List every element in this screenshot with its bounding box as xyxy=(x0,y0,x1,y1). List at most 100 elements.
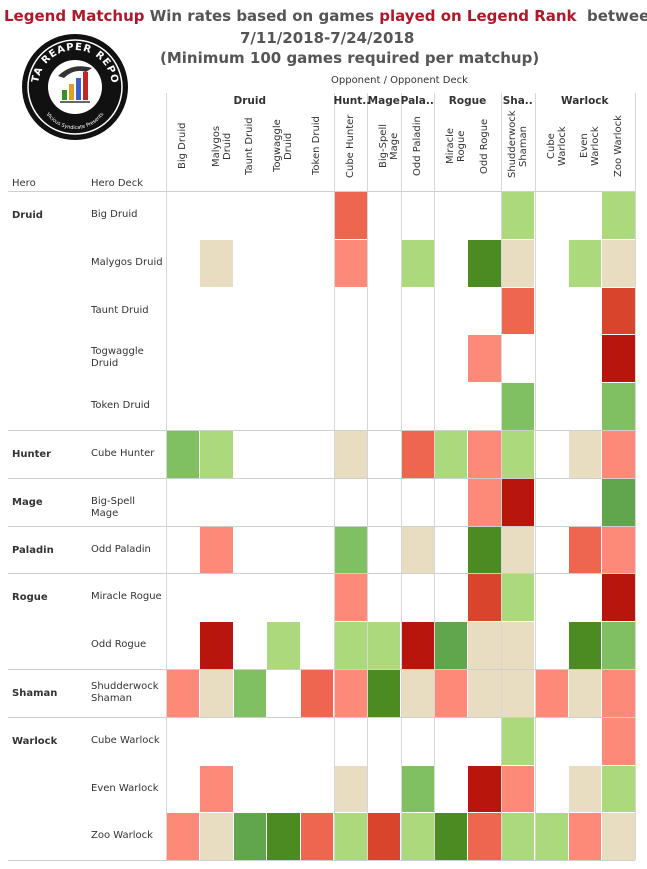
opponent-group-label: Sha.. xyxy=(502,95,533,107)
title-line-1: Legend Matchup Win rates based on games … xyxy=(4,7,647,25)
hero-axis-label: Hero xyxy=(12,178,36,189)
column-label: Big Druid xyxy=(177,122,189,170)
heatmap-cell xyxy=(501,192,534,239)
heatmap-cell xyxy=(568,670,601,717)
heatmap-cell xyxy=(568,813,601,861)
data-reaper-logo: DATA REAPER REPORT Vicious Syndicate Pre… xyxy=(15,24,130,142)
hero-group-divider xyxy=(8,860,635,862)
row-label: Malygos Druid xyxy=(91,256,163,268)
heatmap-cell xyxy=(602,670,635,717)
row-label: Zoo Warlock xyxy=(91,830,153,842)
heatmap-cell xyxy=(166,813,199,861)
column-group-divider xyxy=(166,93,167,861)
heatmap-cell xyxy=(367,622,400,669)
hero-group-divider xyxy=(8,716,635,718)
hero-group-label: Shaman xyxy=(12,688,58,699)
heatmap-cell xyxy=(501,813,534,861)
heatmap-cell xyxy=(468,765,501,813)
heatmap-cell xyxy=(501,431,534,478)
logo-emblem: DATA REAPER REPORT Vicious Syndicate Pre… xyxy=(15,24,128,140)
hero-group-divider xyxy=(8,573,635,575)
heatmap-cell xyxy=(602,765,635,813)
heatmap-cell xyxy=(568,526,601,574)
title-date-range: 7/11/2018-7/24/2018 xyxy=(240,29,415,47)
column-label: Odd Paladin xyxy=(411,116,423,176)
column-label: Token Druid xyxy=(311,116,323,176)
heatmap-cell xyxy=(468,239,501,287)
heatmap-cell xyxy=(602,574,635,622)
heatmap-cell xyxy=(602,192,635,239)
heatmap-cell xyxy=(166,431,199,478)
heatmap-cell xyxy=(501,526,534,574)
heatmap-cell xyxy=(334,622,367,669)
grid-top-rule xyxy=(8,191,635,192)
column-label: Big-Spell Mage xyxy=(378,124,401,168)
column-label: Zoo Warlock xyxy=(612,115,624,177)
column-label: Even Warlock xyxy=(579,126,602,166)
heatmap-cell xyxy=(501,574,534,622)
column-label: Odd Rogue xyxy=(478,118,490,174)
column-label: Cube Hunter xyxy=(344,114,356,178)
heatmap-cell xyxy=(334,526,367,574)
opponent-group-label: Rogue xyxy=(448,95,487,107)
heatmap-cell xyxy=(602,622,635,669)
row-label: Token Druid xyxy=(91,400,150,412)
heatmap-cell xyxy=(501,478,534,526)
heatmap-cell xyxy=(468,526,501,574)
hero-group-label: Druid xyxy=(12,210,43,221)
heatmap-cell xyxy=(367,813,400,861)
heatmap-cell xyxy=(535,813,568,861)
heatmap-cell xyxy=(200,670,233,717)
heatmap-cell xyxy=(501,383,534,430)
hero-group-divider xyxy=(8,430,635,431)
heatmap-cell xyxy=(468,622,501,669)
hero-group-divider xyxy=(8,525,635,527)
heatmap-cell xyxy=(468,574,501,622)
heatmap-cell xyxy=(401,765,434,813)
row-label: Miracle Rogue xyxy=(91,591,162,603)
heatmap-cell xyxy=(200,765,233,813)
heatmap-cell xyxy=(401,431,434,478)
heatmap-cell xyxy=(602,287,635,335)
heatmap-cell xyxy=(334,574,367,622)
column-group-divider xyxy=(501,93,502,861)
heatmap-cell xyxy=(334,670,367,717)
column-group-divider xyxy=(534,93,536,861)
column-group-divider xyxy=(434,93,435,861)
heatmap-cell xyxy=(267,813,300,861)
heatmap-cell xyxy=(401,670,434,717)
heatmap-cell xyxy=(334,765,367,813)
heatmap-cell xyxy=(468,813,501,861)
heatmap-cell xyxy=(434,622,467,669)
column-group-divider xyxy=(400,93,402,861)
heatmap-cell xyxy=(200,239,233,287)
heatmap-cell xyxy=(568,431,601,478)
row-label: Togwaggle Druid xyxy=(91,346,144,370)
title-text-b: between xyxy=(586,7,647,25)
heatmap-cell xyxy=(602,431,635,478)
heatmap-cell xyxy=(501,287,534,335)
column-group-divider xyxy=(333,93,335,861)
heatmap-cell xyxy=(602,526,635,574)
row-label: Shudderwock Shaman xyxy=(91,680,159,704)
heatmap-cell xyxy=(568,622,601,669)
heatmap-cell xyxy=(468,431,501,478)
heatmap-cell xyxy=(434,431,467,478)
heatmap-cell xyxy=(401,813,434,861)
column-group-divider xyxy=(635,93,636,861)
heatmap-cell xyxy=(401,239,434,287)
opponent-group-label: Hunt.. xyxy=(333,95,371,107)
heatmap-cell xyxy=(568,239,601,287)
hero-group-label: Hunter xyxy=(12,449,52,460)
heatmap-cell xyxy=(200,813,233,861)
heatmap-cell xyxy=(468,335,501,383)
heatmap-cell xyxy=(200,526,233,574)
chart-title: Legend Matchup Win rates based on games … xyxy=(0,0,647,72)
heatmap-cell xyxy=(468,670,501,717)
heatmap-cell xyxy=(233,670,266,717)
hero-group-divider xyxy=(8,477,635,479)
opponent-group-label: Warlock xyxy=(561,95,609,107)
opponent-group-label: Mage xyxy=(367,95,400,107)
row-label: Taunt Druid xyxy=(91,304,149,316)
column-label: Taunt Druid xyxy=(244,117,256,175)
